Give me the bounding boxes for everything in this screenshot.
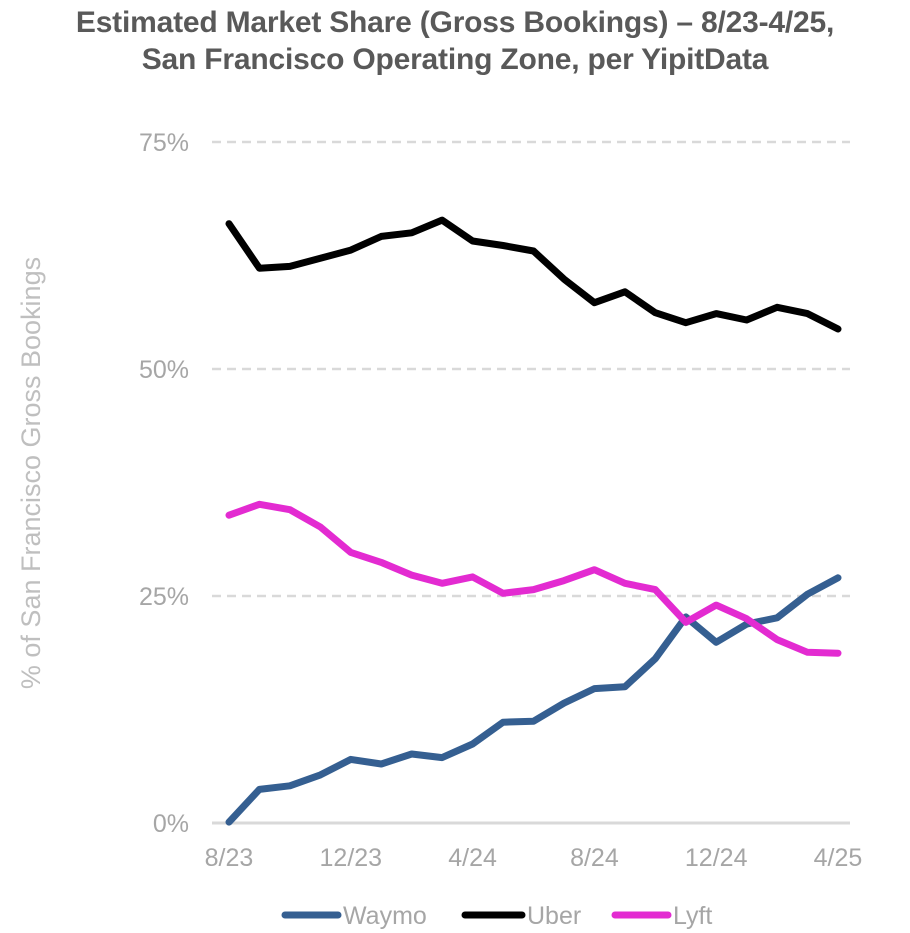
y-axis-ticks: 0% 25% 50% 75% xyxy=(139,129,189,838)
y-tick-label: 75% xyxy=(139,129,189,157)
x-tick-label: 4/25 xyxy=(814,844,863,872)
x-tick-label: 8/23 xyxy=(205,844,254,872)
gridlines xyxy=(212,140,850,825)
x-tick-label: 8/24 xyxy=(570,844,619,872)
x-tick-label: 12/23 xyxy=(320,844,383,872)
x-tick-label: 4/24 xyxy=(448,844,497,872)
chart-title-line-1: Estimated Market Share (Gross Bookings) … xyxy=(75,6,835,39)
x-axis-ticks: 8/23 12/23 4/24 8/24 12/24 4/25 xyxy=(205,844,863,872)
legend-item-uber: Uber xyxy=(461,902,581,930)
series-line-uber xyxy=(225,216,842,333)
x-tick-label: 12/24 xyxy=(685,844,748,872)
y-tick-label: 50% xyxy=(139,356,189,384)
y-axis-label: % of San Francisco Gross Bookings xyxy=(16,257,46,689)
legend: Waymo Uber Lyft xyxy=(281,902,712,930)
series-lines xyxy=(225,216,842,826)
legend-label: Lyft xyxy=(673,902,712,930)
series-line-waymo xyxy=(225,574,842,826)
chart-title: Estimated Market Share (Gross Bookings) … xyxy=(0,4,910,78)
chart-title-line-2: San Francisco Operating Zone, per YipitD… xyxy=(141,43,769,76)
legend-label: Waymo xyxy=(343,902,427,930)
legend-label: Uber xyxy=(527,902,581,930)
y-tick-label: 25% xyxy=(139,583,189,611)
legend-item-waymo: Waymo xyxy=(281,902,427,930)
legend-item-lyft: Lyft xyxy=(611,902,712,930)
series-line-lyft xyxy=(225,500,842,657)
y-tick-label: 0% xyxy=(153,810,189,838)
